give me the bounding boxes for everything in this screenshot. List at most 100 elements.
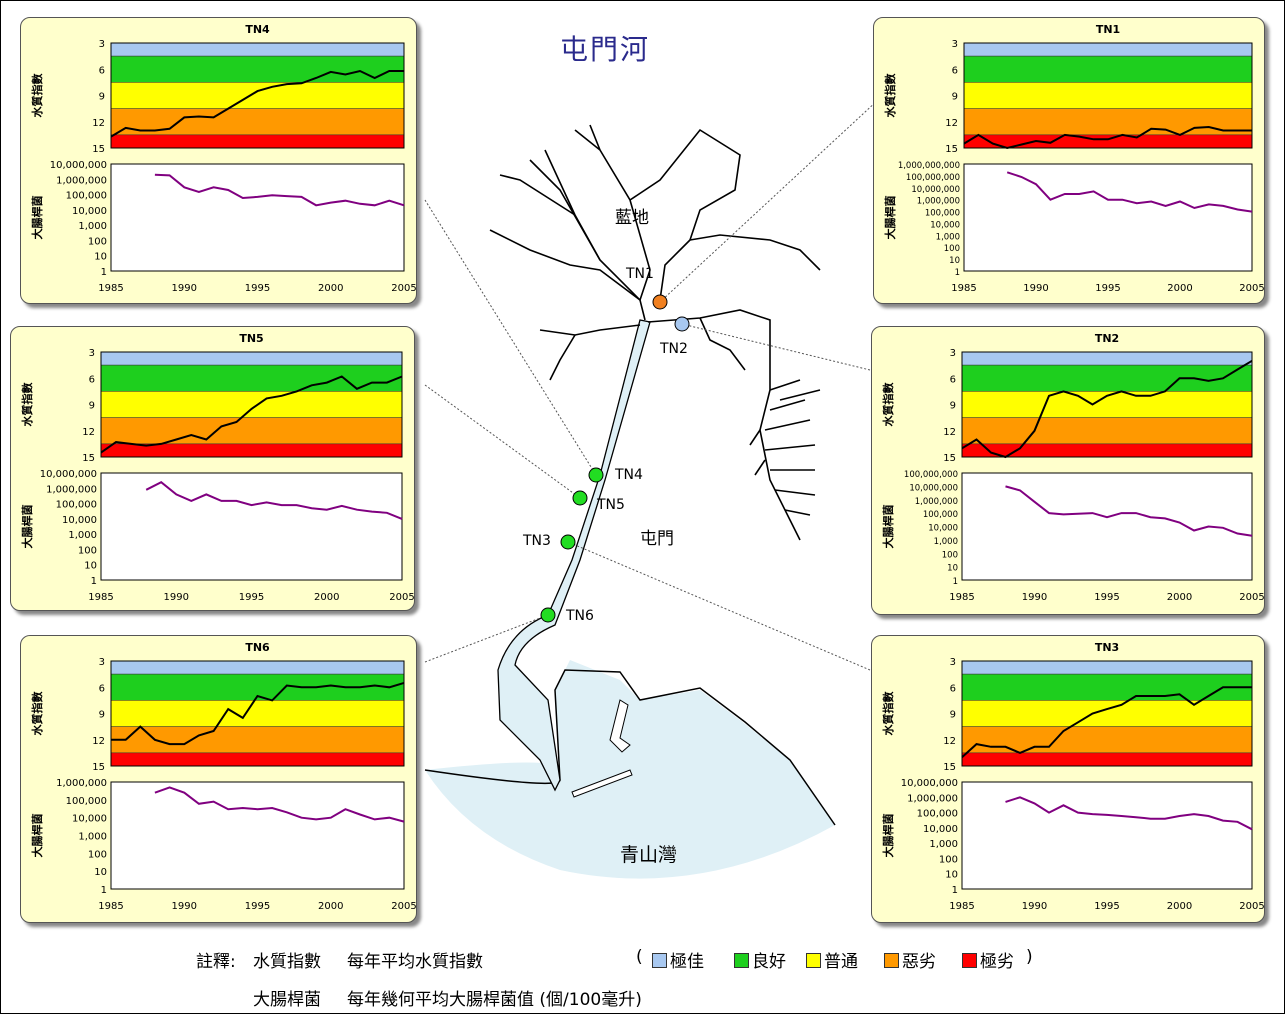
band-fair — [961, 700, 1253, 727]
x-tick-label: 1990 — [1023, 283, 1048, 294]
chart-panel-tn5: TN5 3 6 9 12 15 水質指數 10,000,000 1,000,000 100,000… — [10, 326, 415, 611]
notes-ecoli-term: 大腸桿菌 — [253, 990, 321, 1010]
ecoli-tick-label: 10,000 — [923, 824, 958, 835]
x-tick-label: 1990 — [164, 592, 189, 603]
ecoli-axis-title: 大腸桿菌 — [20, 505, 34, 549]
chart-tn3: TN3 3 6 9 12 15 水質指數 10,000,000 1,000,000 100,000… — [881, 641, 1265, 912]
ecoli-axis-title: 大腸桿菌 — [30, 196, 44, 240]
wqi-axis-title: 水質指數 — [881, 692, 895, 736]
chart-title: TN2 — [1095, 332, 1119, 345]
ecoli-tick-label: 10 — [94, 867, 107, 878]
notes-label: 註釋: — [196, 952, 236, 972]
x-tick-label: 1985 — [98, 283, 123, 294]
chart-tn4: TN4 3 6 9 12 15 水質指數 10,000,000 1,000,000 100,000… — [30, 23, 417, 294]
wqi-axis-title: 水質指數 — [20, 383, 34, 427]
ecoli-tick-label: 10,000,000 — [909, 483, 958, 493]
wqi-plot-frame — [110, 42, 405, 149]
ecoli-tick-label: 10 — [84, 561, 97, 572]
ecoli-axis-title: 大腸桿菌 — [881, 814, 895, 858]
wqi-plot-frame — [110, 660, 405, 767]
chart-tn1: TN1 3 6 9 12 15 水質指數 1,000,000,000 100,000,000 10… — [883, 23, 1265, 294]
ecoli-tick-label: 100,000,000 — [904, 470, 958, 480]
ecoli-tick-label: 100 — [88, 849, 107, 860]
notes-wqi-desc: 每年平均水質指數 — [347, 952, 483, 972]
legend-item-4: 極劣 — [962, 947, 1014, 972]
ecoli-tick-label: 1 — [91, 576, 97, 587]
wqi-axis-title: 水質指數 — [883, 74, 897, 118]
tn5-map-label: TN5 — [597, 497, 625, 513]
ecoli-tick-label: 10,000 — [72, 814, 107, 825]
legend-swatch — [806, 953, 821, 968]
wqi-series-line — [961, 686, 1252, 759]
x-tick-label: 2005 — [1239, 901, 1264, 912]
band-fair — [110, 82, 405, 109]
breakwater — [571, 769, 633, 798]
page-title: 屯門河 — [560, 33, 651, 66]
chart-panel-tn3: TN3 3 6 9 12 15 水質指數 10,000,000 1,000,000 100,000… — [871, 635, 1265, 923]
wqi-tick-label: 12 — [92, 118, 105, 129]
chart-tn6: TN6 3 6 9 12 15 水質指數 1,000,000 100,000 10,000 1,00… — [30, 641, 417, 912]
ecoli-plot-frame — [961, 472, 1253, 581]
legend-swatch — [884, 953, 899, 968]
ecoli-tick-label: 1,000 — [78, 832, 107, 843]
x-tick-label: 2005 — [391, 901, 416, 912]
chart-title: TN1 — [1096, 23, 1120, 36]
x-tick-label: 2000 — [1167, 901, 1192, 912]
band-very-bad — [963, 134, 1253, 149]
ecoli-tick-label: 10,000 — [72, 206, 107, 217]
legend-item-1: 良好 — [734, 947, 786, 972]
ecoli-tick-label: 100,000 — [917, 809, 958, 820]
ecoli-tick-label: 100,000 — [66, 191, 107, 202]
tn3-map-label: TN3 — [523, 533, 551, 549]
wqi-tick-label: 15 — [92, 144, 105, 155]
ecoli-tick-label: 10 — [94, 252, 107, 263]
x-tick-label: 1985 — [88, 592, 113, 603]
band-very-bad — [961, 752, 1253, 767]
ecoli-tick-label: 1 — [953, 577, 958, 587]
chart-panel-tn2: TN2 3 6 9 12 15 水質指數 100,000,000 10,000,000 1,000… — [871, 326, 1265, 615]
x-tick-label: 2005 — [391, 283, 416, 294]
wqi-series-line — [110, 69, 404, 138]
ecoli-tick-label: 100 — [942, 550, 958, 560]
x-tick-label: 2000 — [1167, 592, 1192, 603]
legend-item-2: 普通 — [806, 947, 858, 972]
tn1-marker — [652, 294, 668, 310]
x-tick-label: 1985 — [949, 592, 974, 603]
wqi-tick-label: 15 — [943, 762, 956, 773]
x-tick-label: 1995 — [239, 592, 264, 603]
band-excellent — [110, 42, 405, 57]
chart-panel-tn6: TN6 3 6 9 12 15 水質指數 1,000,000 100,000 10,000 1,00… — [20, 635, 417, 923]
wqi-tick-label: 12 — [92, 736, 105, 747]
x-tick-label: 1990 — [172, 901, 197, 912]
x-tick-label: 1995 — [1094, 592, 1119, 603]
ecoli-series-line — [1005, 485, 1253, 537]
legend-swatch — [734, 953, 749, 968]
band-good — [961, 673, 1253, 701]
wqi-tick-label: 3 — [952, 39, 958, 50]
wqi-series-line — [100, 375, 403, 454]
wqi-tick-label: 9 — [950, 401, 956, 412]
band-excellent — [961, 351, 1253, 366]
wqi-tick-label: 3 — [89, 348, 95, 359]
ecoli-tick-label: 10 — [945, 870, 958, 881]
ecoli-plot-frame — [961, 781, 1253, 890]
ecoli-tick-label: 10,000,000 — [40, 469, 97, 480]
ecoli-axis-title: 大腸桿菌 — [30, 814, 44, 858]
wqi-plot-frame — [963, 42, 1253, 149]
wqi-tick-label: 12 — [943, 736, 956, 747]
band-fair — [963, 82, 1253, 109]
wqi-series-line — [963, 125, 1252, 150]
x-tick-label: 2000 — [314, 592, 339, 603]
ecoli-tick-label: 100,000 — [66, 796, 107, 807]
wqi-series-line — [111, 681, 405, 746]
ecoli-tick-label: 10 — [949, 256, 960, 266]
notes-wqi-term: 水質指數 — [253, 952, 321, 972]
tn1-map-label: TN1 — [626, 266, 654, 282]
leader-lines — [424, 99, 879, 671]
band-bad — [961, 726, 1253, 754]
ecoli-tick-label: 1,000,000 — [917, 197, 960, 207]
wqi-tick-label: 6 — [950, 374, 956, 385]
x-tick-label: 2005 — [1239, 283, 1264, 294]
wqi-tick-label: 15 — [945, 144, 958, 155]
ecoli-tick-label: 100 — [78, 545, 97, 556]
